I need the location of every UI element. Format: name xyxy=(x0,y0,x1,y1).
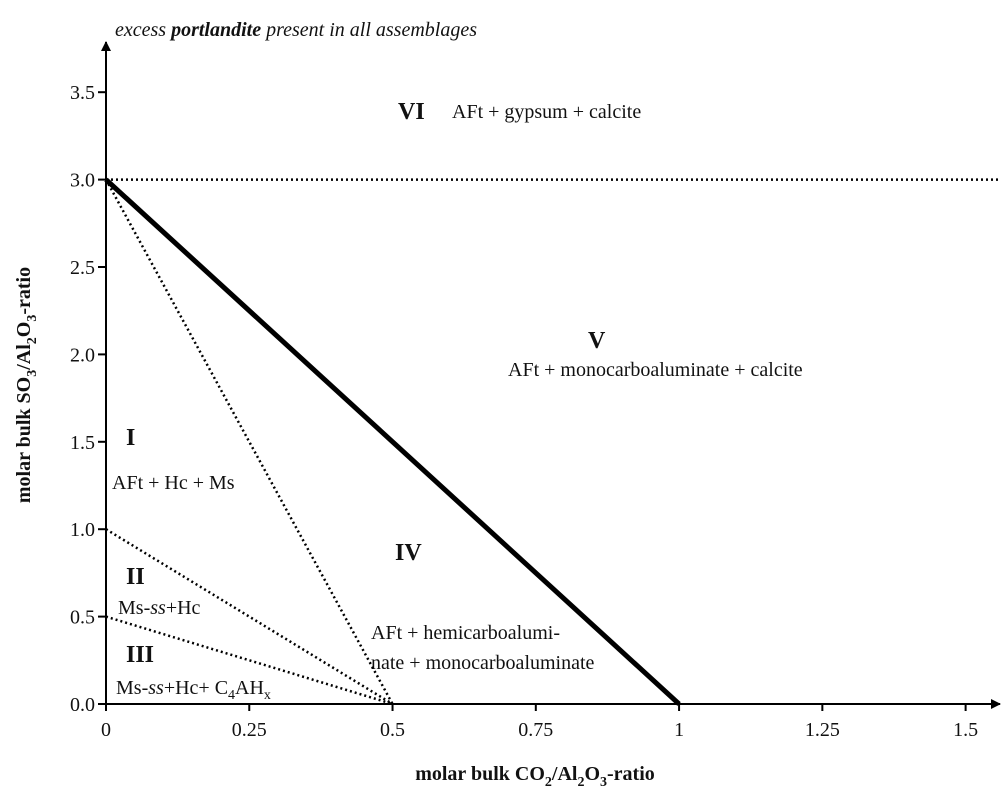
y-tick-label: 2.5 xyxy=(70,257,95,279)
x-axis-label: molar bulk CO2/Al2O3-ratio xyxy=(415,763,655,789)
region-label: I xyxy=(126,425,135,451)
region-text: nate + monocarboaluminate xyxy=(371,652,595,674)
region-text: AFt + monocarboaluminate + calcite xyxy=(508,359,803,381)
region-label: II xyxy=(126,564,145,590)
x-tick-label: 0.5 xyxy=(380,719,405,741)
boundary-line xyxy=(104,178,394,705)
x-tick-label: 1 xyxy=(674,719,684,741)
region-text: AFt + gypsum + calcite xyxy=(452,101,641,123)
chart-title: excess portlandite present in all assemb… xyxy=(115,19,477,41)
x-tick-label: 0.75 xyxy=(518,719,553,741)
y-tick-label: 2.0 xyxy=(70,344,95,366)
x-tick-label: 1.5 xyxy=(953,719,978,741)
region-text: Ms-ss+Hc+ C4AHx xyxy=(116,677,271,703)
boundary-line xyxy=(105,528,394,706)
region-label: IV xyxy=(395,540,422,566)
x-tick-label: 0 xyxy=(101,719,111,741)
region-label: III xyxy=(126,642,154,668)
y-axis-label: molar bulk SO3/Al2O3-ratio xyxy=(13,267,40,503)
region-label: V xyxy=(588,328,606,354)
boundary-line xyxy=(104,177,681,706)
x-tick-label: 1.25 xyxy=(805,719,840,741)
y-tick-label: 0.0 xyxy=(70,694,95,716)
region-text: AFt + Hc + Ms xyxy=(112,472,235,494)
x-tick-label: 0.25 xyxy=(232,719,267,741)
region-text: Ms-ss+Hc xyxy=(118,597,201,619)
region-label: VI xyxy=(398,99,425,125)
y-tick-label: 3.0 xyxy=(70,170,95,192)
y-tick-label: 0.5 xyxy=(70,607,95,629)
y-tick-label: 1.0 xyxy=(70,519,95,541)
y-tick-label: 1.5 xyxy=(70,432,95,454)
region-text: AFt + hemicarboalumi- xyxy=(371,622,560,644)
annotations: VI AFt + gypsum + calcite V AFt + monoca… xyxy=(112,99,803,703)
y-tick-label: 3.5 xyxy=(70,82,95,104)
